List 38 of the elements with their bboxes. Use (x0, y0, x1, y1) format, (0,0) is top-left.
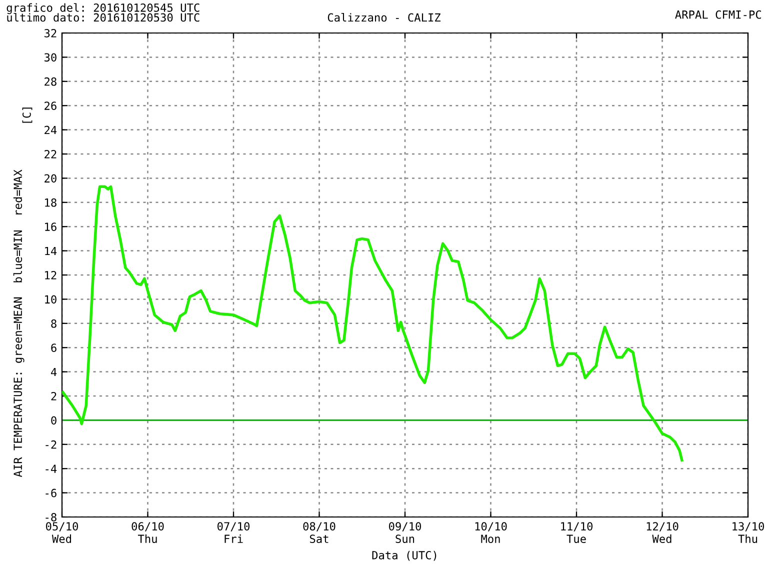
y-tick-label: 16 (45, 222, 56, 232)
y-tick-label: 6 (51, 344, 56, 352)
y-tick-label: 24 (44, 126, 57, 134)
y-tick-label: -4 (46, 464, 57, 473)
y-tick-label: 8 (51, 319, 56, 328)
y-tick-label: 14 (45, 246, 57, 256)
x-tick-label: 05/10 Wed (46, 522, 78, 544)
text: [C] (22, 108, 32, 123)
x-tick-label: 10/10 Mon (475, 522, 507, 544)
x-tick-label: 13/10 Thu (732, 522, 764, 544)
x-tick-label: 08/10 Sat (303, 522, 336, 544)
y-tick-label: 26 (44, 102, 56, 110)
y-tick-label: 30 (44, 53, 56, 62)
y-tick-label: -2 (46, 440, 56, 449)
y-tick-label: 4 (51, 368, 57, 376)
x-axis-title: Data (UTC) (372, 550, 436, 561)
x-tick-label: 07/10 Fri (218, 522, 250, 543)
x-tick-label: 12/10 Wed (646, 522, 678, 544)
line-series (62, 185, 684, 462)
y-tick-label: -8 (46, 513, 56, 522)
chart-title: Calizzano - CALIZ (328, 13, 441, 22)
y-tick-label: 22 (44, 150, 56, 158)
y-tick-label: -6 (46, 488, 56, 498)
x-tick-label: 09/10 Sun (389, 522, 422, 544)
y-tick-label: 0 (51, 416, 56, 425)
x-tick-label: 06/10 Thu (132, 522, 164, 544)
y-tick-label: 2 (51, 392, 56, 400)
y-tick-label: 18 (45, 198, 56, 207)
y-tick-label: 20 (44, 174, 56, 183)
y-tick-label: 32 (44, 29, 56, 38)
y-tick-label: 28 (44, 77, 56, 86)
text: grafico del: 201610120545 UTC (6, 3, 200, 14)
y-tick-label: 10 (45, 295, 56, 304)
text: ultimo dato: 201610120530 UTC (7, 13, 200, 22)
y-tick-label: 12 (45, 271, 56, 280)
x-tick-label: 11/10 Tue (561, 522, 593, 544)
text: ARPAL CFMI-PC (675, 10, 761, 19)
y-axis-title: AIR TEMPERATURE: green=MEAN blue=MIN red=MAX (13, 170, 24, 478)
